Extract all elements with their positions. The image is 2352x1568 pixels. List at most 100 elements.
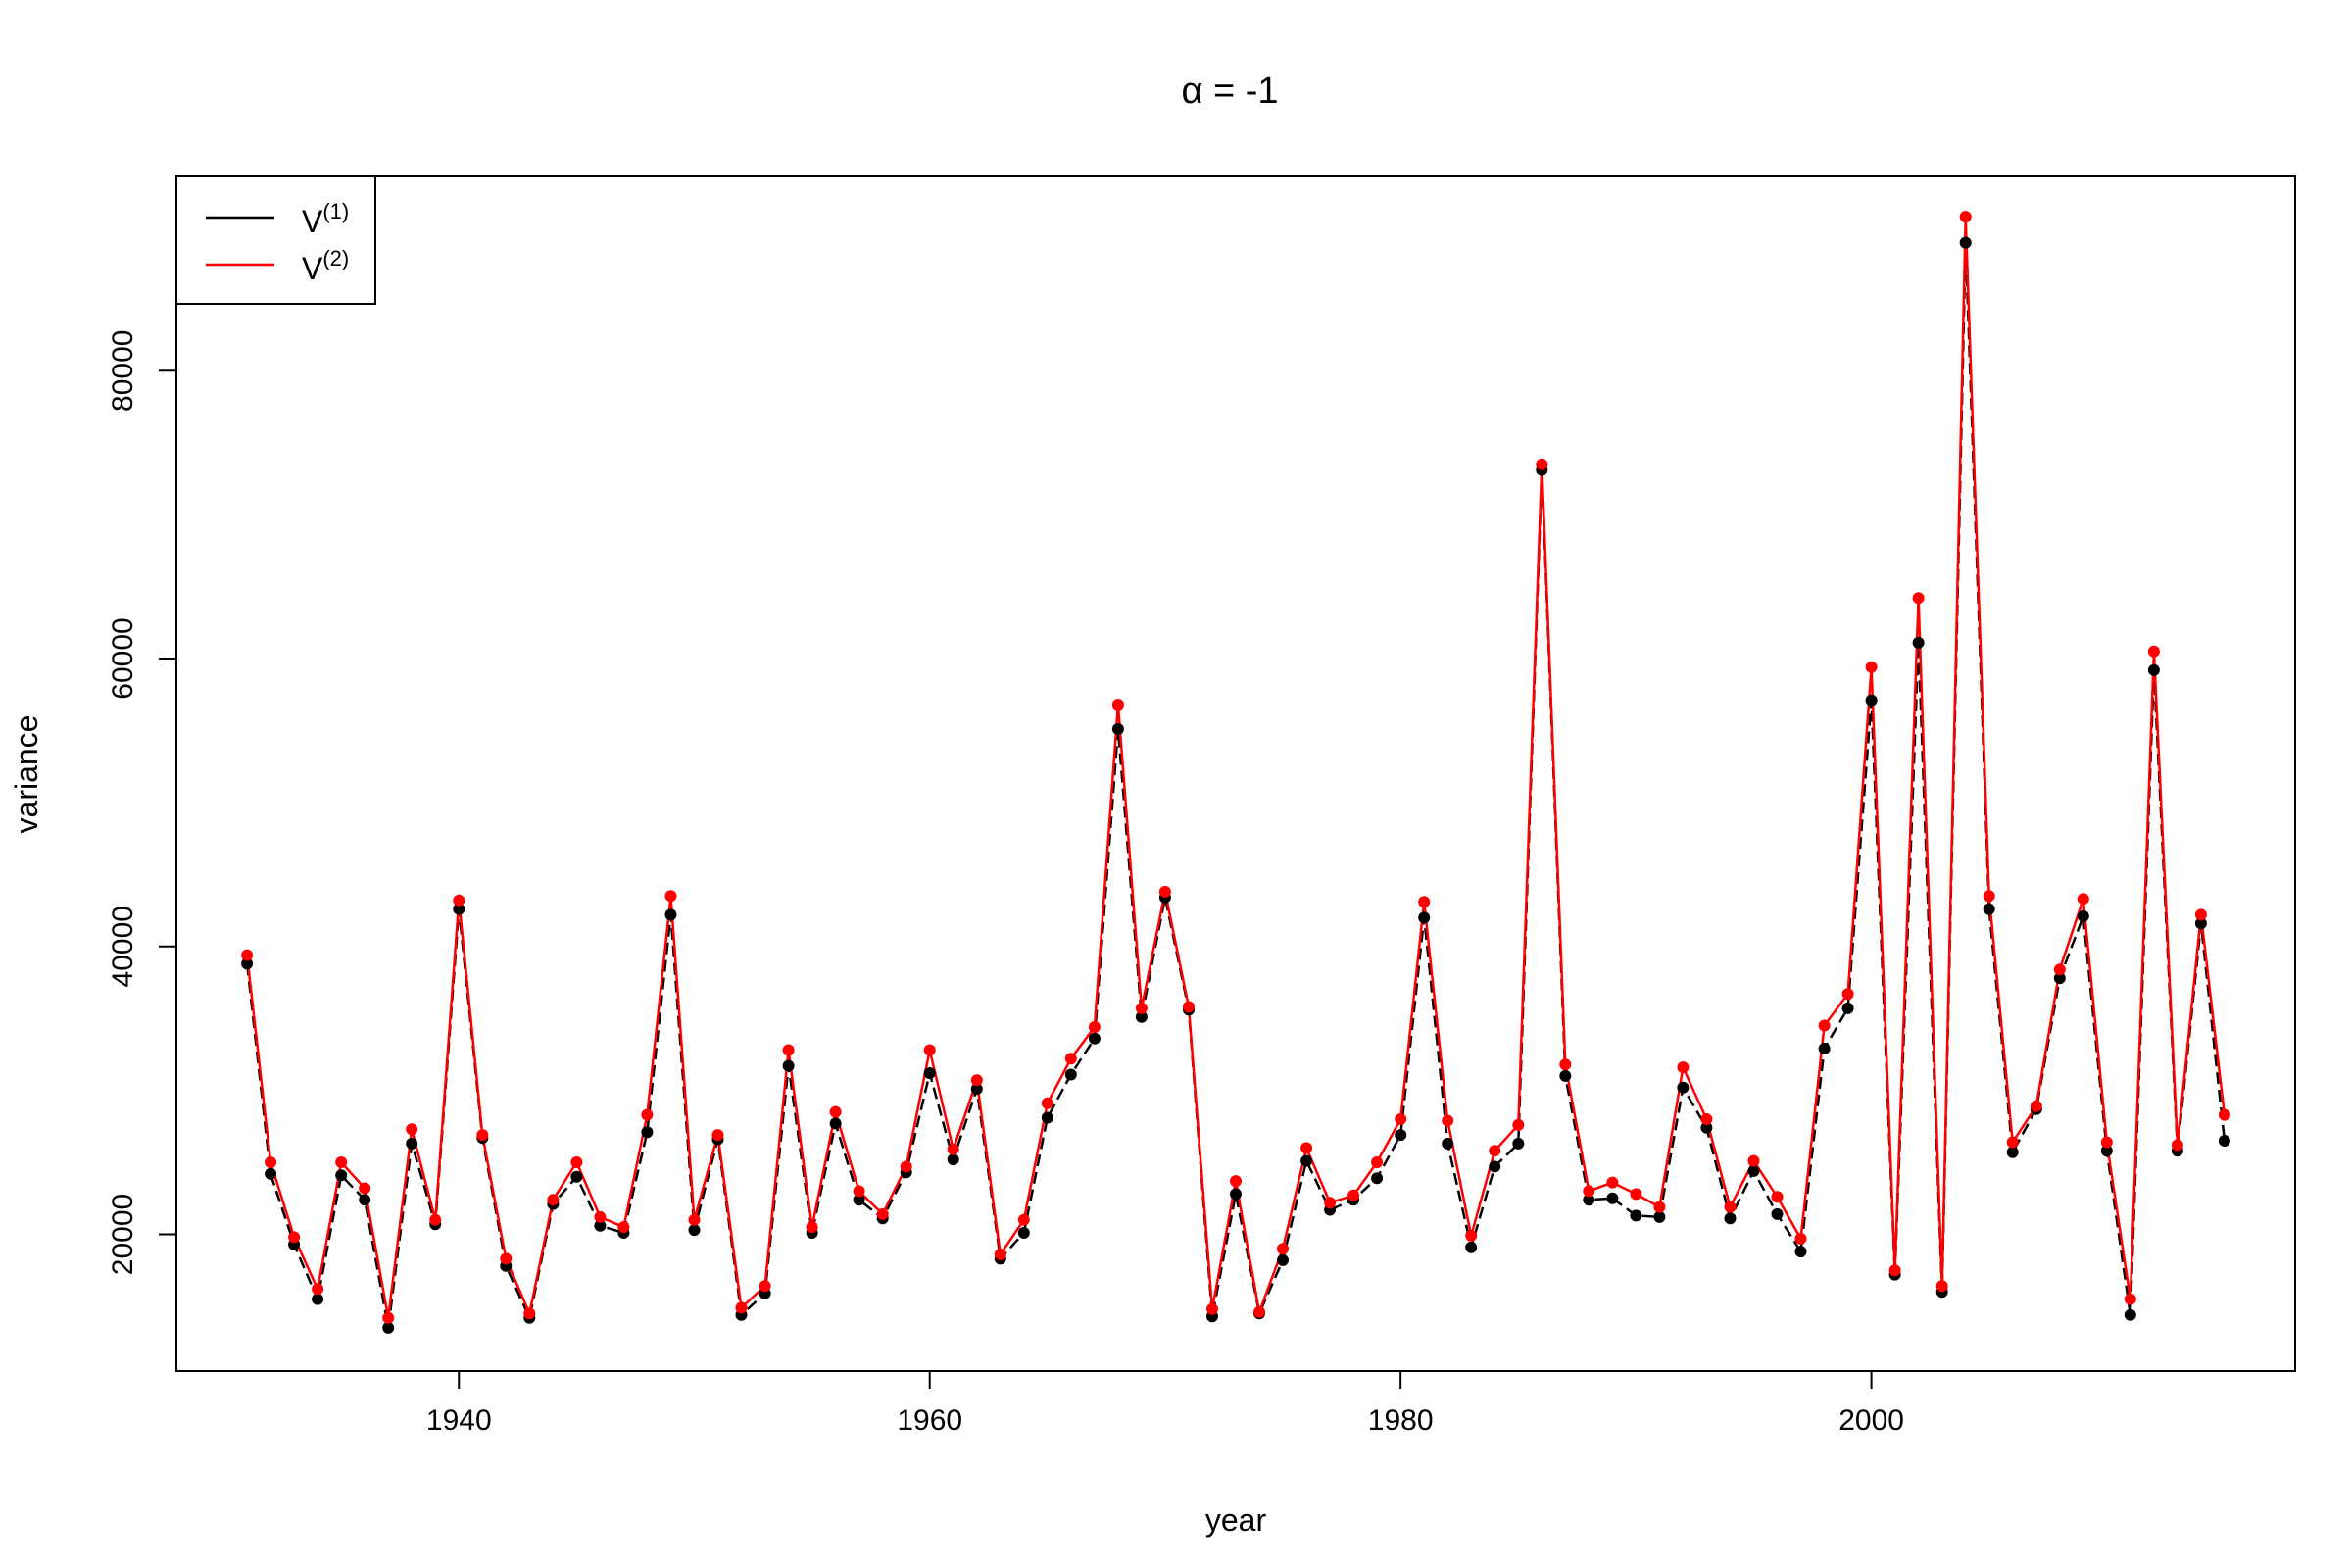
point-s2-1963 <box>994 1249 1006 1260</box>
point-s2-1953 <box>759 1280 771 1293</box>
point-s1-1968 <box>1111 723 1124 735</box>
point-s2-1941 <box>476 1129 489 1142</box>
point-s1-1997 <box>1794 1246 1807 1258</box>
point-s1-1987 <box>1559 1069 1572 1082</box>
point-s1-2009 <box>2077 909 2089 922</box>
point-s1-1981 <box>1418 911 1431 924</box>
legend-label-v2: V(2) <box>302 246 349 286</box>
point-s2-1933 <box>288 1231 301 1244</box>
point-s1-1979 <box>1371 1172 1384 1185</box>
point-s2-1947 <box>617 1221 630 1234</box>
point-s2-1986 <box>1536 458 1548 470</box>
point-s1-1934 <box>312 1293 324 1305</box>
legend-label-v1-sup: (1) <box>322 199 349 223</box>
point-s1-1935 <box>335 1169 348 1182</box>
point-s2-2002 <box>1912 592 1925 605</box>
point-s2-1940 <box>453 894 466 906</box>
point-s1-1991 <box>1653 1210 1666 1223</box>
point-s2-2006 <box>2006 1136 2019 1149</box>
point-s1-1993 <box>1700 1121 1713 1134</box>
point-s2-1957 <box>853 1185 865 1198</box>
point-s2-1992 <box>1677 1061 1690 1074</box>
point-s1-1948 <box>641 1126 654 1139</box>
point-s2-1971 <box>1183 1001 1195 1013</box>
point-s2-1950 <box>688 1213 701 1226</box>
point-s1-1936 <box>359 1194 371 1206</box>
y-tick-label-80000: 80000 <box>107 330 139 412</box>
series-line-2 <box>245 215 2227 1319</box>
point-s2-1955 <box>806 1221 818 1234</box>
x-axis-title: year <box>1205 1502 1267 1538</box>
point-s2-1954 <box>782 1044 795 1056</box>
point-s1-1966 <box>1064 1068 1077 1081</box>
point-s1-1967 <box>1088 1032 1101 1045</box>
point-s1-1975 <box>1277 1253 1289 1266</box>
x-tick-label-1940: 1940 <box>426 1404 492 1437</box>
point-s2-1988 <box>1583 1185 1595 1198</box>
point-s2-1938 <box>406 1123 418 1136</box>
point-s2-1994 <box>1724 1200 1737 1213</box>
point-s1-2006 <box>2006 1146 2019 1158</box>
point-s1-1949 <box>664 908 677 921</box>
point-s2-1996 <box>1771 1191 1784 1203</box>
point-s1-2004 <box>1959 236 1972 249</box>
point-s2-1987 <box>1559 1058 1572 1071</box>
point-s1-1940 <box>453 903 466 915</box>
point-s1-1961 <box>947 1153 959 1166</box>
point-s1-2014 <box>2194 917 2207 930</box>
point-s2-1942 <box>500 1252 513 1265</box>
series-line-1 <box>245 241 2227 1330</box>
point-s2-1997 <box>1794 1232 1807 1245</box>
point-s1-1962 <box>970 1083 983 1096</box>
point-s2-1976 <box>1300 1142 1313 1154</box>
point-s2-2010 <box>2100 1136 2113 1149</box>
point-s1-1973 <box>1230 1188 1242 1200</box>
point-s2-1937 <box>382 1311 395 1324</box>
point-s2-1956 <box>829 1105 842 1118</box>
point-s1-1960 <box>923 1067 936 1079</box>
point-s1-2011 <box>2124 1308 2136 1321</box>
point-s1-1964 <box>1017 1227 1030 1239</box>
point-s2-1934 <box>312 1283 324 1296</box>
point-s2-1989 <box>1606 1176 1619 1189</box>
point-s1-1976 <box>1300 1154 1313 1167</box>
point-s2-2015 <box>2218 1108 2230 1121</box>
point-s2-1998 <box>1818 1019 1831 1032</box>
point-s2-1975 <box>1277 1243 1289 1255</box>
point-s1-1995 <box>1747 1164 1760 1177</box>
legend-label-v2-sup: (2) <box>322 246 349 270</box>
chart-title: α = -1 <box>1181 71 1278 112</box>
point-s1-1999 <box>1841 1002 1854 1014</box>
point-s1-1950 <box>688 1224 701 1237</box>
point-s2-1952 <box>735 1301 748 1314</box>
point-s2-1974 <box>1253 1305 1265 1318</box>
point-s2-1990 <box>1630 1188 1642 1200</box>
point-s1-1994 <box>1724 1212 1737 1225</box>
x-tick-label-1980: 1980 <box>1368 1404 1434 1437</box>
point-s2-1970 <box>1158 885 1171 898</box>
point-s2-1936 <box>359 1182 371 1195</box>
point-s2-1949 <box>664 890 677 903</box>
point-s2-2011 <box>2124 1293 2136 1305</box>
point-s1-2012 <box>2147 663 2160 676</box>
point-s2-1993 <box>1700 1113 1713 1125</box>
point-s1-1932 <box>265 1167 277 1180</box>
point-s1-1989 <box>1606 1192 1619 1204</box>
point-s1-1965 <box>1041 1111 1054 1124</box>
point-s1-1990 <box>1630 1209 1642 1222</box>
point-s2-1977 <box>1324 1197 1337 1209</box>
point-s2-1999 <box>1841 988 1854 1001</box>
point-s2-1951 <box>711 1129 724 1142</box>
point-s1-2015 <box>2218 1135 2230 1147</box>
point-s2-1981 <box>1418 896 1431 908</box>
point-s2-1944 <box>547 1194 560 1206</box>
point-s2-1979 <box>1371 1156 1384 1168</box>
y-tick-label-40000: 40000 <box>107 906 139 987</box>
point-s2-1984 <box>1489 1145 1501 1157</box>
y-tick-label-60000: 60000 <box>107 617 139 699</box>
point-s2-1964 <box>1017 1213 1030 1226</box>
point-s2-2000 <box>1865 661 1878 673</box>
x-axis: 1940 1960 1980 2000 <box>426 1371 1904 1437</box>
point-s2-2009 <box>2077 893 2089 906</box>
